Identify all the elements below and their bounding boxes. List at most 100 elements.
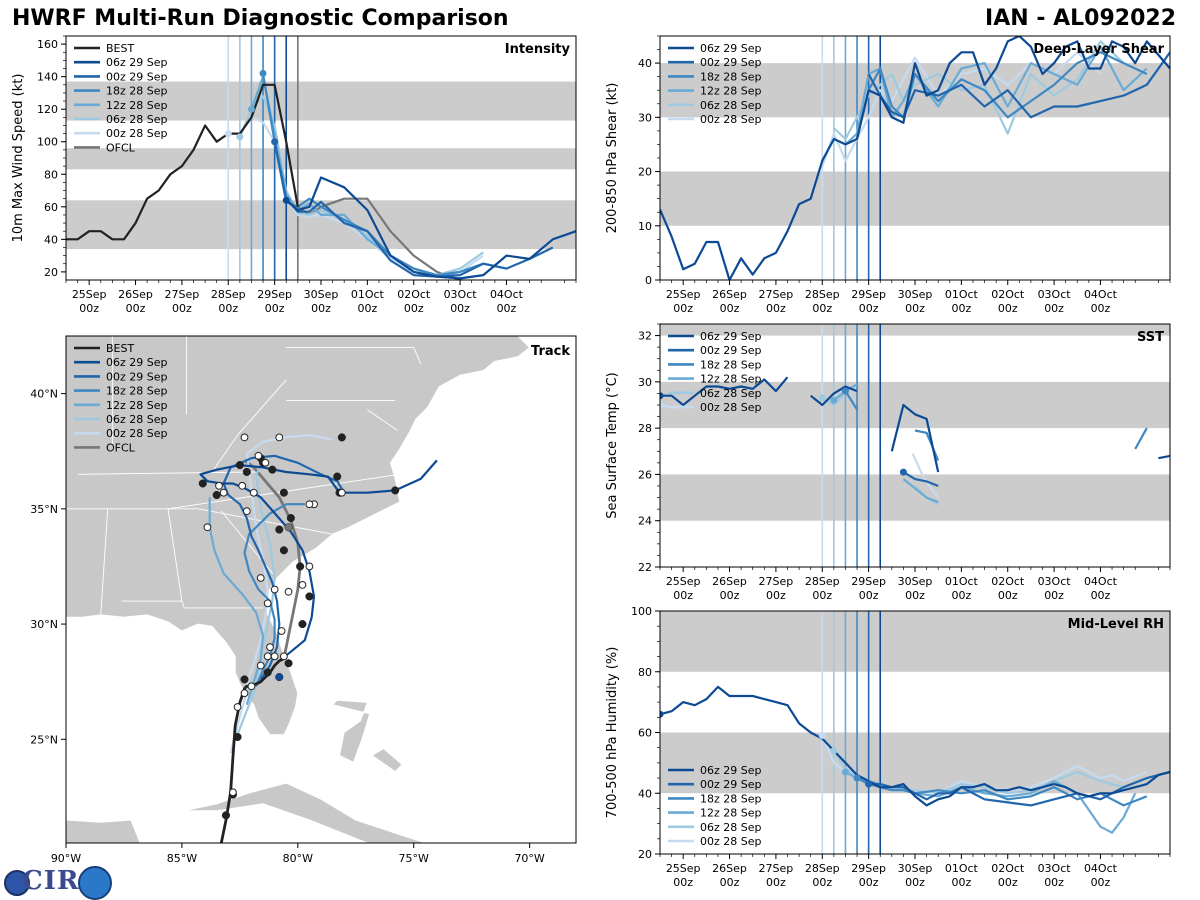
sst-ytick-label: 24 xyxy=(638,515,652,528)
rh-init-dot-18z-28-Sep xyxy=(853,774,861,782)
intensity-ytick-label: 160 xyxy=(37,38,58,51)
storm-id: IAN - AL092022 xyxy=(985,6,1176,31)
shear-series-12z-28-Sep-0 xyxy=(844,45,1148,146)
intensity-panel: 2040608010012014016025Sep00z26Sep00z27Se… xyxy=(11,35,577,315)
track-point-BEST xyxy=(263,668,272,677)
sst-xtick-label-hour: 00z xyxy=(998,589,1018,602)
rh-series-00z-29-Sep-0 xyxy=(868,770,1170,807)
sst-init-dot-18z-28-Sep xyxy=(841,387,849,395)
intensity-series-00z-29-Sep-0 xyxy=(273,141,554,278)
track-plot-area xyxy=(66,336,576,843)
rh-ytick-label: 80 xyxy=(638,666,652,679)
rh-init-dot-00z-29-Sep xyxy=(865,780,873,788)
sst-series-00z-29-Sep-0 xyxy=(902,471,939,488)
intensity-legend-label: OFCL xyxy=(106,141,136,154)
intensity-xtick-label: 27Sep xyxy=(165,288,200,301)
intensity-band-0 xyxy=(66,200,576,250)
track-point-forecast xyxy=(298,580,307,589)
rh-xtick-label-hour: 00z xyxy=(720,876,740,889)
shear-legend-label: 06z 28 Sep xyxy=(700,99,762,112)
track-point-BEST xyxy=(198,479,207,488)
track-panel: 90°W 85°W 80°W 75°W 70°W 25°N 30°N 35°N 40°N Trac… xyxy=(30,335,577,865)
track-legend-label: 06z 29 Sep xyxy=(106,356,168,369)
intensity-band-1 xyxy=(66,148,576,170)
state-border-15 xyxy=(413,347,422,364)
intensity-xtick-label-hour: 00z xyxy=(265,302,285,315)
rh-ylabel: 700-500 hPa Humidity (%) xyxy=(605,647,620,819)
intensity-ytick-label: 100 xyxy=(37,136,58,149)
state-border-11 xyxy=(237,379,287,436)
track-xtick-label: 70°W xyxy=(514,852,544,865)
track-point-BEST xyxy=(284,659,293,668)
sst-xtick-label-hour: 00z xyxy=(1091,589,1111,602)
rh-xtick-label-hour: 00z xyxy=(766,876,786,889)
rh-init-dot-06z-29-Sep xyxy=(660,710,664,718)
shear-ytick-label: 10 xyxy=(638,220,652,233)
intensity-legend-label: BEST xyxy=(106,42,134,55)
intensity-band-2 xyxy=(66,81,576,121)
rh-xtick-label: 01Oct xyxy=(945,862,979,875)
rh-xtick-label: 04Oct xyxy=(1084,862,1118,875)
sst-init-dot-06z-29-Sep xyxy=(660,392,664,400)
intensity-legend-label: 06z 29 Sep xyxy=(106,56,168,69)
sst-series-18z-28-Sep-0 xyxy=(844,390,858,411)
rh-init-dot-06z-28-Sep xyxy=(830,747,838,755)
sst-band-2 xyxy=(660,324,1170,336)
land-bahamas-east xyxy=(371,747,403,773)
sst-plot-area xyxy=(660,324,1170,567)
shear-series-18z-28-Sep-0 xyxy=(855,51,1148,140)
sst-ytick-label: 28 xyxy=(638,422,652,435)
track-xtick-label: 80°W xyxy=(283,852,313,865)
shear-xtick-label-hour: 00z xyxy=(1044,302,1064,315)
track-point-BEST xyxy=(212,490,221,500)
intensity-xtick-label: 30Sep xyxy=(304,288,339,301)
sst-xtick-label: 29Sep xyxy=(851,575,886,588)
intensity-xtick-label: 04Oct xyxy=(490,288,524,301)
track-point-forecast xyxy=(256,661,265,670)
rh-legend-label: 18z 28 Sep xyxy=(700,792,762,805)
track-point-forecast xyxy=(240,433,249,442)
intensity-xtick-label: 01Oct xyxy=(351,288,385,301)
track-point-forecast xyxy=(240,689,249,698)
rh-band-0 xyxy=(660,732,1170,794)
track-xtick-label: 85°W xyxy=(167,852,197,865)
state-border-0 xyxy=(100,508,109,615)
sst-xtick-label-hour: 00z xyxy=(673,589,693,602)
land-cuba xyxy=(184,782,426,843)
sst-ytick-label: 22 xyxy=(638,561,652,574)
rh-xtick-label-hour: 00z xyxy=(812,876,832,889)
sst-ylabel: Sea Surface Temp (°C) xyxy=(605,372,620,519)
rh-xtick-label-hour: 00z xyxy=(859,876,879,889)
track-point-forecast xyxy=(242,507,251,516)
track-ytick-label: 40°N xyxy=(30,388,58,401)
shear-legend-label: 18z 28 Sep xyxy=(700,70,762,83)
track-point-BEST xyxy=(279,488,288,497)
sst-init-dot-12z-28-Sep xyxy=(830,396,838,404)
shear-xtick-label: 29Sep xyxy=(851,288,886,301)
sst-legend-label: 18z 28 Sep xyxy=(700,358,762,371)
track-point-BEST xyxy=(279,546,288,555)
shear-xtick-label: 01Oct xyxy=(945,288,979,301)
track-point-BEST xyxy=(268,465,277,474)
land-bahamas xyxy=(331,699,371,763)
shear-xtick-label-hour: 00z xyxy=(1091,302,1111,315)
rh-xtick-label-hour: 00z xyxy=(905,876,925,889)
sst-band-0 xyxy=(660,474,1170,521)
track-point-BEST xyxy=(391,486,400,495)
sst-xtick-label-hour: 00z xyxy=(1044,589,1064,602)
shear-series-06z-29-Sep-0 xyxy=(660,36,1170,280)
track-point-forecast xyxy=(263,599,272,608)
rh-xtick-label: 28Sep xyxy=(805,862,840,875)
rh-xtick-label-hour: 00z xyxy=(951,876,971,889)
intensity-xtick-label-hour: 00z xyxy=(450,302,470,315)
shear-xtick-label: 27Sep xyxy=(759,288,794,301)
intensity-legend-label: 00z 29 Sep xyxy=(106,70,168,83)
track-point-forecast xyxy=(284,587,293,596)
sst-xtick-label: 26Sep xyxy=(712,575,747,588)
state-border-1 xyxy=(167,508,183,602)
track-legend-label: OFCL xyxy=(106,441,136,454)
shear-ylabel: 200-850 hPa Shear (kt) xyxy=(605,83,620,234)
rh-xtick-label-hour: 00z xyxy=(1091,876,1111,889)
sst-series-12z-28-Sep-1 xyxy=(902,478,939,504)
